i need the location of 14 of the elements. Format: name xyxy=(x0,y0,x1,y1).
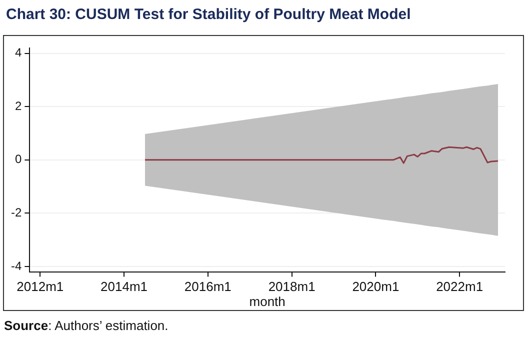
chart-title: Chart 30: CUSUM Test for Stability of Poultry Meat Model xyxy=(6,6,411,23)
x-tick-label: 2022m1 xyxy=(436,279,484,294)
y-tick-label: -4 xyxy=(11,258,22,273)
y-tick-label: 0 xyxy=(14,152,22,166)
x-tick-label: 2014m1 xyxy=(100,279,148,294)
x-tick-label: 2018m1 xyxy=(268,279,316,294)
x-axis-title: month xyxy=(249,294,286,309)
x-tick-label: 2016m1 xyxy=(184,279,232,294)
y-tick-label: 4 xyxy=(14,46,22,60)
source-note: Source: Authors’ estimation. xyxy=(4,318,168,333)
y-tick-label: 2 xyxy=(14,98,22,113)
x-tick-label: 2020m1 xyxy=(352,279,400,294)
y-tick-label: -2 xyxy=(11,206,22,220)
x-tick-label: 2012m1 xyxy=(16,279,64,294)
